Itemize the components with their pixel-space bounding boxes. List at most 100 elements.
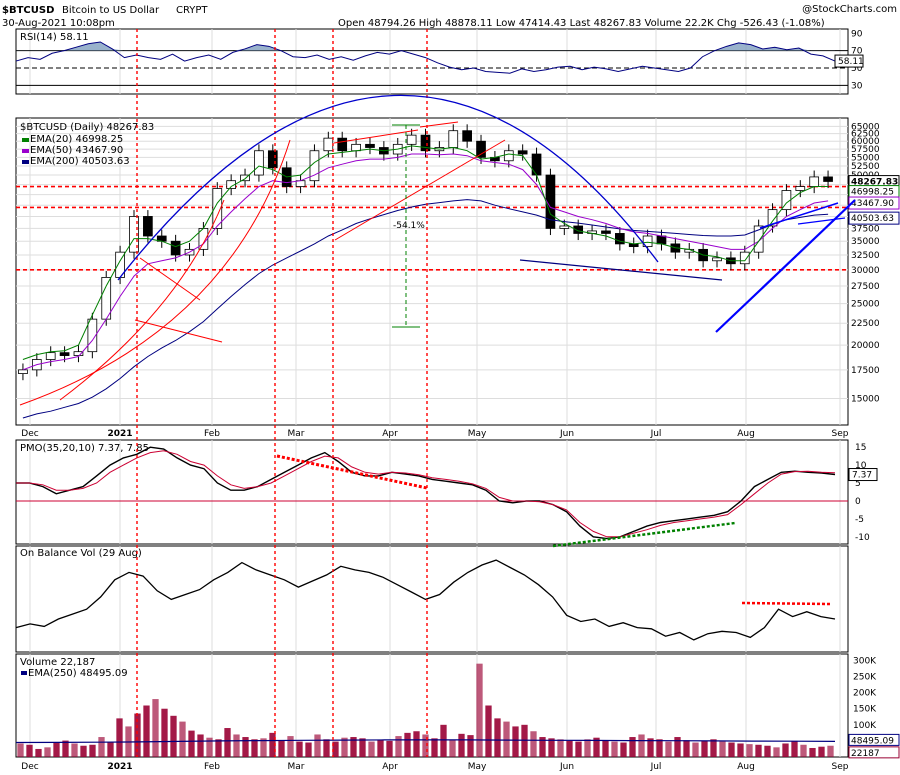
candle-body <box>59 352 70 356</box>
candle-body <box>240 174 250 182</box>
month-label: Jul <box>650 429 662 439</box>
candle-body <box>170 240 181 256</box>
volume-bar <box>800 744 807 757</box>
candle-body <box>406 134 417 145</box>
candle-body <box>753 225 764 253</box>
volume-bar <box>71 743 78 757</box>
volume-bar <box>809 747 816 757</box>
volume-bar <box>620 742 627 757</box>
month-label: Jun <box>559 429 574 439</box>
candle-body <box>656 235 667 245</box>
volume-bar <box>710 739 717 757</box>
ema20-legend-swatch <box>22 138 29 142</box>
candle-body <box>323 137 334 152</box>
ema200-legend-swatch <box>22 160 29 164</box>
volume-bar <box>350 737 357 757</box>
rsi-overbought-fill <box>16 42 835 51</box>
volume-bar <box>791 740 798 757</box>
volume-bar <box>467 735 474 757</box>
price-tick-label: 17500 <box>851 366 880 376</box>
volume-bar <box>359 738 366 757</box>
rsi-panel: 30 50 70 90 58.11 RSI(14) 58.11 <box>15 28 864 95</box>
watermark: @StockCharts.com <box>802 4 897 15</box>
date-label: 30-Aug-2021 10:08pm <box>2 18 115 29</box>
candle-body <box>614 233 625 245</box>
volume-bar <box>296 741 303 757</box>
event-vertical-lines <box>136 29 428 757</box>
month-label: Sep <box>832 429 849 439</box>
volume-bar <box>53 742 60 757</box>
rsi-tick-label: 70 <box>851 47 863 57</box>
candle-body <box>517 150 528 155</box>
volume-bar <box>332 741 339 757</box>
volume-tick-label: 150K <box>853 705 877 715</box>
volume-bar <box>683 740 690 757</box>
volume-bar <box>242 737 249 757</box>
candle-body <box>267 150 278 169</box>
volume-bar <box>251 739 258 757</box>
month-label: Sep <box>832 762 849 772</box>
triangle-trendline <box>139 257 201 301</box>
price-tick-label: 15000 <box>851 394 880 404</box>
volume-bar <box>476 663 483 757</box>
pmo-last-value-box <box>848 468 878 482</box>
volume-bar <box>134 713 141 757</box>
price-right-label-box <box>848 196 900 210</box>
candle-body <box>739 251 750 265</box>
volume-bar <box>521 724 528 757</box>
month-label: Feb <box>204 762 220 772</box>
candle-body <box>476 140 486 158</box>
candle-body <box>212 188 223 229</box>
candle-body <box>143 216 153 237</box>
volume-bar <box>323 739 330 757</box>
obv-panel: On Balance Vol (29 Aug) <box>15 545 849 653</box>
price-right-label: 43467.90 <box>851 199 894 209</box>
volume-ema-line <box>15 739 836 744</box>
candle-body <box>18 369 28 374</box>
volume-bar <box>827 745 834 757</box>
triangle-trendline <box>134 319 223 343</box>
volume-bar <box>107 742 114 757</box>
candle-body <box>795 186 806 191</box>
candle-body <box>642 235 653 248</box>
pmo-frame <box>15 439 849 545</box>
price-tick-label: 35000 <box>851 237 880 247</box>
candle-body <box>45 352 56 360</box>
volume-bar <box>161 708 168 757</box>
price-grid: 15000 17500 20000 22500 25000 27500 30000 32500… <box>16 118 880 425</box>
volume-bar <box>548 738 555 757</box>
volume-tick-label: 100K <box>853 721 877 731</box>
volume-bar <box>530 731 537 757</box>
price-right-label: 46998.25 <box>851 188 894 198</box>
volume-bar <box>143 705 150 757</box>
pmo-tick-label: 5 <box>855 479 861 489</box>
volume-bar <box>737 743 744 757</box>
volume-bar <box>278 740 285 757</box>
volume-bar <box>116 718 123 757</box>
volume-bar <box>782 743 789 757</box>
price-panel: 15000 17500 20000 22500 25000 27500 30000 32500… <box>15 117 900 426</box>
candle-body <box>712 257 722 262</box>
price-right-label: 40503.63 <box>851 214 894 224</box>
candle-body <box>351 143 361 152</box>
volume-plot: 48495.09 22187 <box>15 663 900 759</box>
volume-bar <box>314 734 321 757</box>
pmo-positive-divergence-line <box>552 521 736 548</box>
pmo-tick-label: -5 <box>855 515 864 525</box>
price-tick-label: 25000 <box>851 300 880 310</box>
candle-body <box>448 130 459 148</box>
volume-bar <box>584 739 591 757</box>
volume-bar <box>629 737 636 757</box>
annotations: -54.1% <box>19 94 856 606</box>
candle-body <box>531 153 542 176</box>
support-trendline <box>334 139 506 241</box>
volume-bar <box>386 740 393 757</box>
drawdown-label: -54.1% <box>393 221 425 231</box>
price-right-label: 48267.83 <box>851 178 898 188</box>
declining-trendline <box>519 259 723 281</box>
month-label: Apr <box>382 762 398 772</box>
pmo-line <box>16 446 836 540</box>
candle-body <box>503 150 514 162</box>
volume-bar <box>287 736 294 757</box>
